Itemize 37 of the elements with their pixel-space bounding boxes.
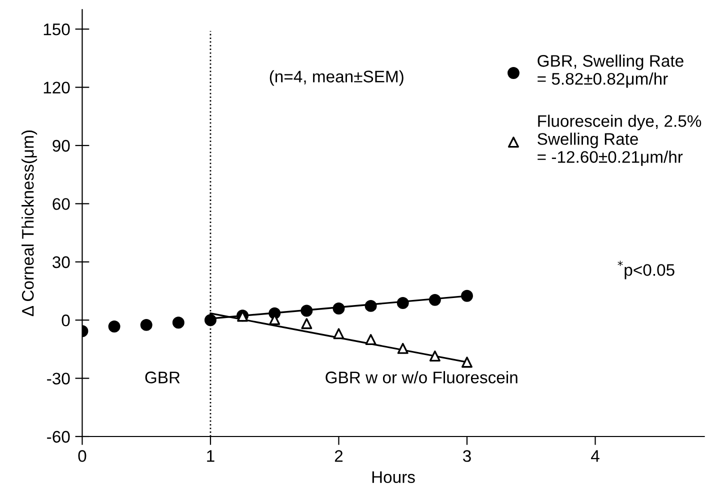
point [397,342,408,354]
point [461,290,473,302]
legend-label: GBR, Swelling Rate = 5.82±0.82μm/hr [538,54,684,88]
y-tick-label: -30 [47,372,70,385]
point [204,314,216,326]
x-tick-label: 1 [207,450,214,462]
point [333,328,344,340]
x-axis-title: Hours [372,471,415,484]
x-tick-label: 0 [78,450,86,462]
point [428,294,441,306]
y-tick-label: 60 [52,198,70,210]
y-tick-label: 30 [52,256,70,268]
x-tick-label: 3 [463,450,471,462]
x-tick-label: 2 [334,450,343,462]
legend-label: Fluorescein dye, 2.5% Swelling Rate = -12.60±0.21μm/hr [538,114,702,166]
annotation: GBR [145,372,180,384]
y-axis-title: Δ Corneal Thickness(μm) [22,130,38,316]
point [365,334,376,345]
point [301,318,312,330]
y-tick-label: 90 [52,140,70,152]
y-tick-label: 150 [44,24,70,36]
y-tick-label: 120 [44,82,70,94]
point [462,356,472,368]
point [172,316,184,329]
point [332,302,345,314]
x-tick-label: 4 [591,450,600,462]
annotation: (n=4, mean±SEM) [270,70,404,86]
point [396,297,409,310]
annotation: $^{*}$p<0.05 [618,260,674,280]
point [300,304,313,317]
point [140,318,152,331]
y-tick-label: 0 [62,314,70,326]
point [364,300,377,312]
annotation: GBR w or w/o Fluorescein [326,371,518,384]
y-tick-label: -60 [47,430,70,443]
point [429,350,440,362]
point [108,320,120,332]
